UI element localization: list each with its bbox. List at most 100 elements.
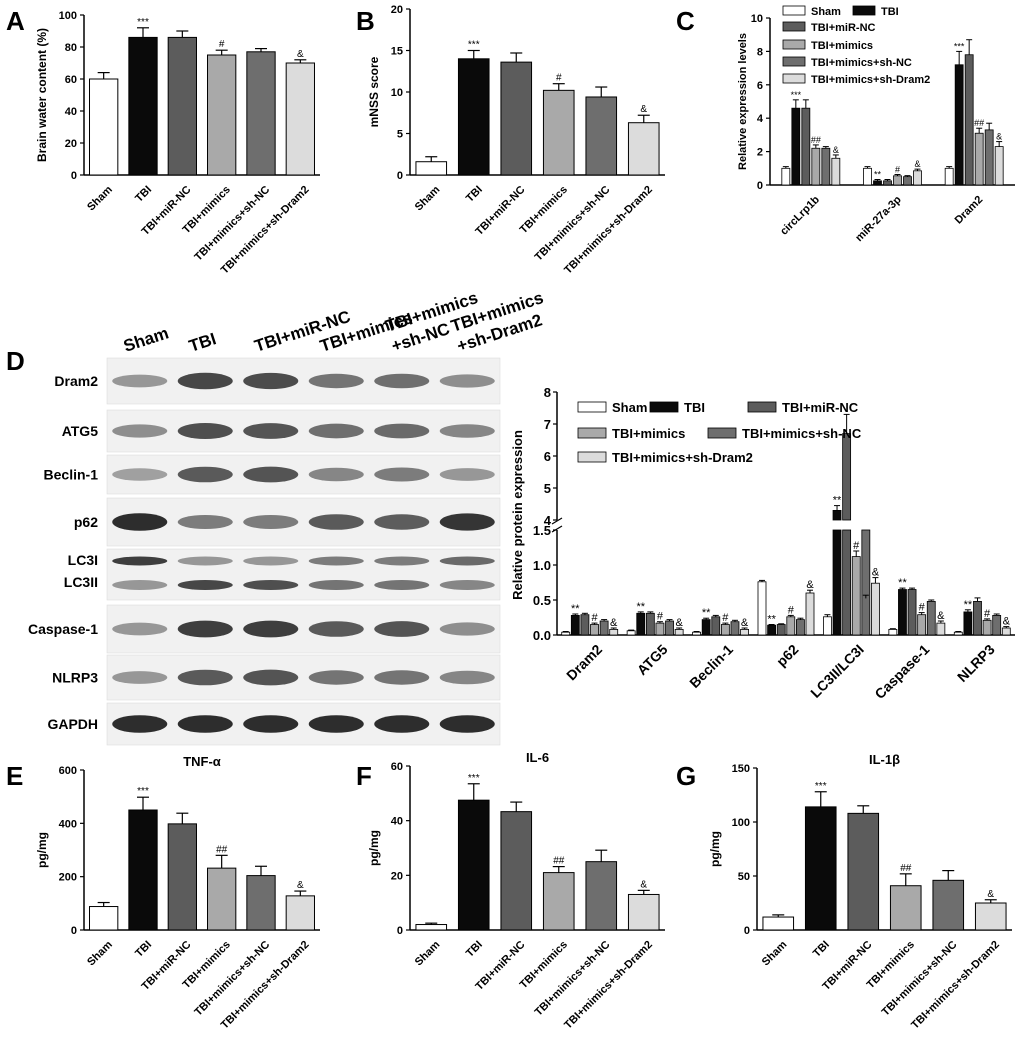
panel-letter-f: F [356,761,372,791]
significance-mark: & [833,145,839,155]
blot-band [374,621,430,637]
bar [207,54,237,176]
legend-label: TBI+mimics+sh-NC [811,57,912,69]
blot-band [374,467,430,482]
significance-mark: *** [137,17,149,28]
bar [805,592,815,636]
x-tick-label: TBI [811,939,832,960]
bar [767,624,776,636]
x-tick-label: TBI+mimics+sh-NC [533,939,613,1019]
x-tick-label: Dram2 [953,194,986,227]
blot-band [439,670,495,685]
legend-label: TBI+mimics+sh-Dram2 [612,450,753,465]
bar [585,96,618,176]
blot-strip [106,654,501,701]
bar [701,619,711,636]
y-tick-label: 60 [65,74,77,86]
bar [590,624,599,636]
bar [871,582,880,636]
legend-swatch [782,5,806,16]
significance-mark: & [640,879,647,890]
significance-mark: ## [811,135,821,145]
y-tick-label: 0.0 [533,628,551,643]
legend-swatch [782,39,806,50]
bar [89,78,119,176]
bar [811,147,821,186]
legend-swatch [782,73,806,84]
legend-label: TBI [684,400,705,415]
bar [655,622,665,636]
bar [974,132,984,186]
bar [889,885,922,931]
blot-band [374,373,430,389]
bar [893,175,902,186]
bar [863,167,872,186]
blot-band [112,556,168,566]
blot-row-label: LC3II [64,574,98,590]
bar [457,58,490,176]
panel-letter-e: E [6,761,23,791]
blot-band [243,466,299,483]
blot-band [243,372,299,390]
blot-band [177,556,233,566]
legend-swatch [782,21,806,32]
significance-mark: & [872,567,880,579]
y-tick-label: 0 [71,170,77,182]
bar [128,809,158,931]
y-axis-label: pg/mg [35,832,49,868]
blot-band [308,423,364,439]
bar [861,529,871,636]
significance-mark: *** [468,40,480,51]
y-tick-label: 100 [732,817,750,829]
bar [898,589,907,636]
significance-mark: # [219,39,225,50]
chart-title: TNF-α [183,754,221,769]
y-tick-label: 10 [751,13,763,25]
y-tick-label: 6 [544,449,551,464]
blot-row-label: ATG5 [62,423,99,439]
bar [757,581,767,636]
blot-strip [106,497,501,547]
x-tick-label: TBI+mimics+sh-NC [192,939,272,1019]
bar [167,823,197,931]
axis-break-mark [551,525,563,533]
y-tick-label: 0 [757,180,763,192]
significance-mark: # [895,164,900,174]
y-tick-label: 40 [391,816,403,828]
legend-swatch [707,427,737,439]
y-tick-label: 4 [544,513,552,528]
x-tick-label: LC3II/LC3I [807,641,867,701]
x-tick-label: Sham [85,939,115,969]
y-tick-label: 20 [65,138,77,150]
bar [821,147,831,186]
bar [246,875,276,931]
significance-mark: *** [815,781,827,792]
legend-swatch [577,427,607,439]
y-tick-label: 20 [391,4,403,16]
bar [842,433,852,521]
bar [832,529,842,636]
blot-row-label: Caspase-1 [28,621,98,637]
blot-band [439,580,495,590]
x-tick-label: ATG5 [634,641,671,678]
bar [873,180,882,186]
legend-label: TBI+mimics+sh-Dram2 [811,74,930,86]
x-tick-label: TBI+mimics+sh-NC [880,939,960,1019]
chart-e: 0200400600pg/mgTNF-αSham***TBITBI+miR-NC… [35,754,320,1032]
blot-band [177,372,233,390]
axis-break-mark [551,517,563,525]
significance-mark: & [806,579,814,591]
significance-mark: & [741,617,749,629]
blot-band [177,580,233,590]
bar [740,629,749,636]
bar [599,620,609,636]
bar [500,61,533,176]
blot-band [112,715,168,733]
significance-mark: # [591,612,598,624]
bar [786,616,796,636]
legend-label: TBI+mimics+sh-NC [742,426,862,441]
bar [953,631,963,636]
legend-label: TBI+mimics [612,426,685,441]
blot-band [439,424,495,438]
